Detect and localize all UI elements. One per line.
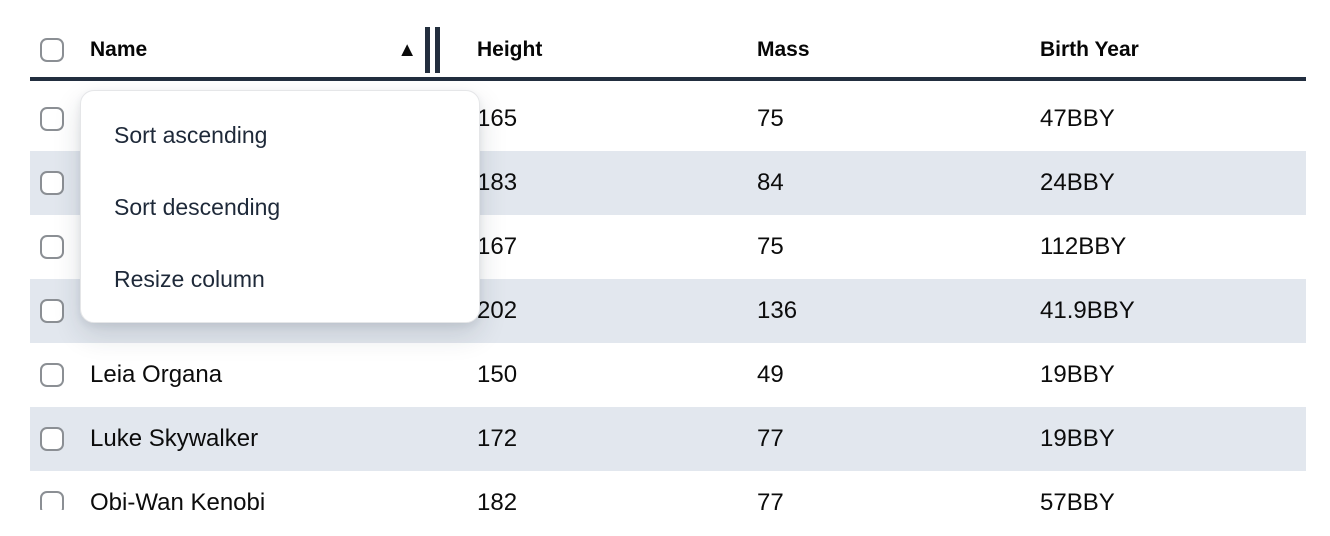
cell-height: 172 — [477, 425, 518, 452]
cell-mass: 84 — [757, 169, 784, 196]
row-checkbox[interactable] — [40, 171, 64, 195]
table-header-row: Name ▲ Height Mass Birth Year — [30, 0, 1306, 81]
column-header-height[interactable]: Height — [477, 37, 543, 61]
cell-birth-year: 19BBY — [1040, 425, 1115, 452]
table-row: Obi-Wan Kenobi 182 77 57BBY — [30, 471, 1306, 510]
column-resize-handle[interactable] — [425, 26, 440, 73]
cell-birth-year: 19BBY — [1040, 361, 1115, 388]
cell-mass: 49 — [757, 361, 784, 388]
row-checkbox[interactable] — [40, 491, 64, 510]
row-checkbox[interactable] — [40, 107, 64, 131]
cell-height: 165 — [477, 105, 518, 132]
cell-mass: 75 — [757, 233, 784, 260]
cell-birth-year: 24BBY — [1040, 169, 1115, 196]
cell-height: 202 — [477, 297, 518, 324]
header-checkbox-cell — [30, 37, 78, 62]
column-header-mass[interactable]: Mass — [757, 37, 810, 61]
select-all-checkbox[interactable] — [40, 37, 64, 62]
cell-name: Luke Skywalker — [90, 425, 259, 452]
menu-item-sort-descending[interactable]: Sort descending — [114, 193, 281, 220]
column-header-name[interactable]: Name ▲ — [78, 26, 477, 73]
cell-name: Obi-Wan Kenobi — [90, 489, 266, 510]
column-header-name-label: Name — [90, 37, 148, 61]
table-row: Luke Skywalker 172 77 19BBY — [30, 407, 1306, 471]
table-row: Leia Organa 150 49 19BBY — [30, 343, 1306, 407]
cell-birth-year: 47BBY — [1040, 105, 1115, 132]
sort-ascending-icon: ▲ — [397, 38, 417, 61]
cell-mass: 77 — [757, 489, 784, 510]
cell-mass: 75 — [757, 105, 784, 132]
cell-mass: 77 — [757, 425, 784, 452]
row-checkbox[interactable] — [40, 427, 64, 451]
menu-item-sort-ascending[interactable]: Sort ascending — [114, 121, 268, 148]
row-checkbox[interactable] — [40, 299, 64, 323]
cell-birth-year: 112BBY — [1040, 233, 1127, 260]
cell-name: Leia Organa — [90, 361, 223, 388]
cell-height: 182 — [477, 489, 518, 510]
cell-height: 167 — [477, 233, 518, 260]
row-checkbox[interactable] — [40, 363, 64, 387]
cell-birth-year: 57BBY — [1040, 489, 1115, 510]
column-context-menu: Sort ascending Sort descending Resize co… — [80, 90, 480, 323]
menu-item-resize-column[interactable]: Resize column — [114, 265, 265, 292]
column-header-birth-year[interactable]: Birth Year — [1040, 37, 1139, 61]
cell-height: 183 — [477, 169, 518, 196]
cell-birth-year: 41.9BBY — [1040, 297, 1135, 324]
cell-mass: 136 — [757, 297, 798, 324]
row-checkbox[interactable] — [40, 235, 64, 259]
cell-height: 150 — [477, 361, 518, 388]
